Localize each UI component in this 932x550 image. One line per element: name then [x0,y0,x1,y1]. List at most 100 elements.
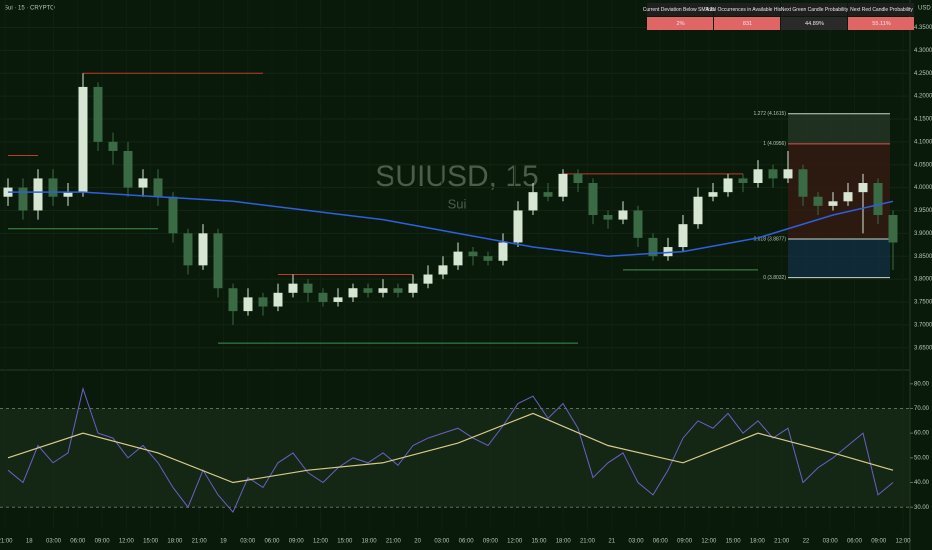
table-value-cell [714,17,780,30]
rsi-tick-label: 40.00 [914,480,930,486]
candle-body [183,233,193,266]
candle-body [258,297,268,307]
x-tick-label: 18 [26,539,33,545]
fib-zone [788,113,890,144]
candle-body [543,192,553,197]
candle-body [108,141,118,151]
candle-body [393,288,403,293]
candle-body [378,288,388,293]
fib-zone [788,238,890,278]
candle-body [303,283,313,293]
candle-body [798,169,808,197]
x-tick-label: 21:00 [386,539,402,545]
candle-body [168,196,178,234]
x-tick-label: 03:00 [823,539,839,545]
candle-body [33,178,43,211]
x-tick-label: 21 [608,539,615,545]
rsi-line [7,386,894,514]
y-tick-label: 3.7500 [914,300,932,306]
x-tick-label: 12:00 [507,539,523,545]
x-tick-label: 15:00 [531,539,547,545]
x-tick-label: 12:00 [313,539,329,545]
table-header: Total Occurrences in Available History [706,7,790,13]
candle-body [693,196,703,225]
candle-body [828,201,838,206]
candle-body [753,169,763,183]
candle-body [678,224,688,248]
x-tick-label: 20 [414,539,421,545]
x-tick-label: 09:00 [289,539,305,545]
candle-body [273,292,283,307]
x-tick-label: 15:00 [726,539,742,545]
y-tick-label: 4.3500 [914,25,932,31]
table-header-cell [848,3,914,16]
x-tick-label: 21:00 [192,539,208,545]
candle-body [333,297,343,302]
x-tick-label: 15:00 [143,539,159,545]
table-value-cell [848,17,914,30]
x-tick-label: 18:00 [167,539,183,545]
candle-body [48,178,58,197]
candle-body [708,192,718,197]
candle-body [213,233,223,289]
y-tick-label: 3.9000 [914,231,932,237]
candle-body [78,86,88,193]
x-tick-label: 03:00 [240,539,256,545]
x-tick-label: 18:00 [750,539,766,545]
table-header-cell [781,3,847,16]
candle-body [723,178,733,193]
fib-label: 1 (4.0956) [763,141,786,147]
table-header-cell [647,3,713,16]
x-tick-label: 21:00 [0,539,13,545]
x-tick-label: 06:00 [847,539,863,545]
x-tick-label: 06:00 [459,539,475,545]
y-tick-label: 4.2000 [914,94,932,100]
table-value-cell [781,17,847,30]
candle-body [888,215,898,243]
x-tick-label: 03:00 [434,539,450,545]
candle-body [408,283,418,293]
candle-body [513,210,523,243]
candle-body [813,196,823,206]
sma-line [8,191,894,257]
candle-body [93,86,103,142]
candle-body [363,288,373,293]
y-tick-label: 3.7000 [914,322,932,328]
x-tick-label: 15:00 [337,539,353,545]
candle-body [633,210,643,238]
x-tick-label: 12:00 [119,539,135,545]
candle-body [588,183,598,216]
fib-label: 0 (3.8032) [763,275,786,281]
y-tick-label: 3.8000 [914,277,932,283]
x-tick-label: 12:00 [701,539,717,545]
y-tick-label: 4.2500 [914,71,932,77]
table-value: 2% [676,21,684,27]
candle-body [648,237,658,257]
x-tick-label: 03:00 [46,539,62,545]
rsi-tick-label: 60.00 [914,431,930,437]
candle-body [603,215,613,220]
candle-body [843,192,853,202]
rsi-tick-label: 80.00 [914,381,930,387]
rsi-tick-label: 70.00 [914,406,930,412]
candle-body [558,173,568,197]
fib-label: 1.272 (4.1615) [753,111,786,117]
table-value: 44.89% [805,21,824,27]
x-tick-label: 21:00 [580,539,596,545]
candle-body [618,210,628,220]
candle-body [663,247,673,257]
candle-body [498,242,508,261]
x-tick-label: 18:00 [556,539,572,545]
rsi-tick-label: 50.00 [914,455,930,461]
y-tick-label: 3.6500 [914,345,932,351]
table-header: Current Deviation Below SMA 200 [643,7,719,13]
candle-body [738,178,748,183]
x-tick-label: 18:00 [362,539,378,545]
rsi-ma-line [7,412,894,484]
y-tick-label: 4.0500 [914,162,932,168]
candle-body [63,192,73,197]
x-tick-label: 12:00 [895,539,911,545]
x-tick-label: 21:00 [774,539,790,545]
candle-body [423,274,433,284]
candle-body [198,233,208,266]
